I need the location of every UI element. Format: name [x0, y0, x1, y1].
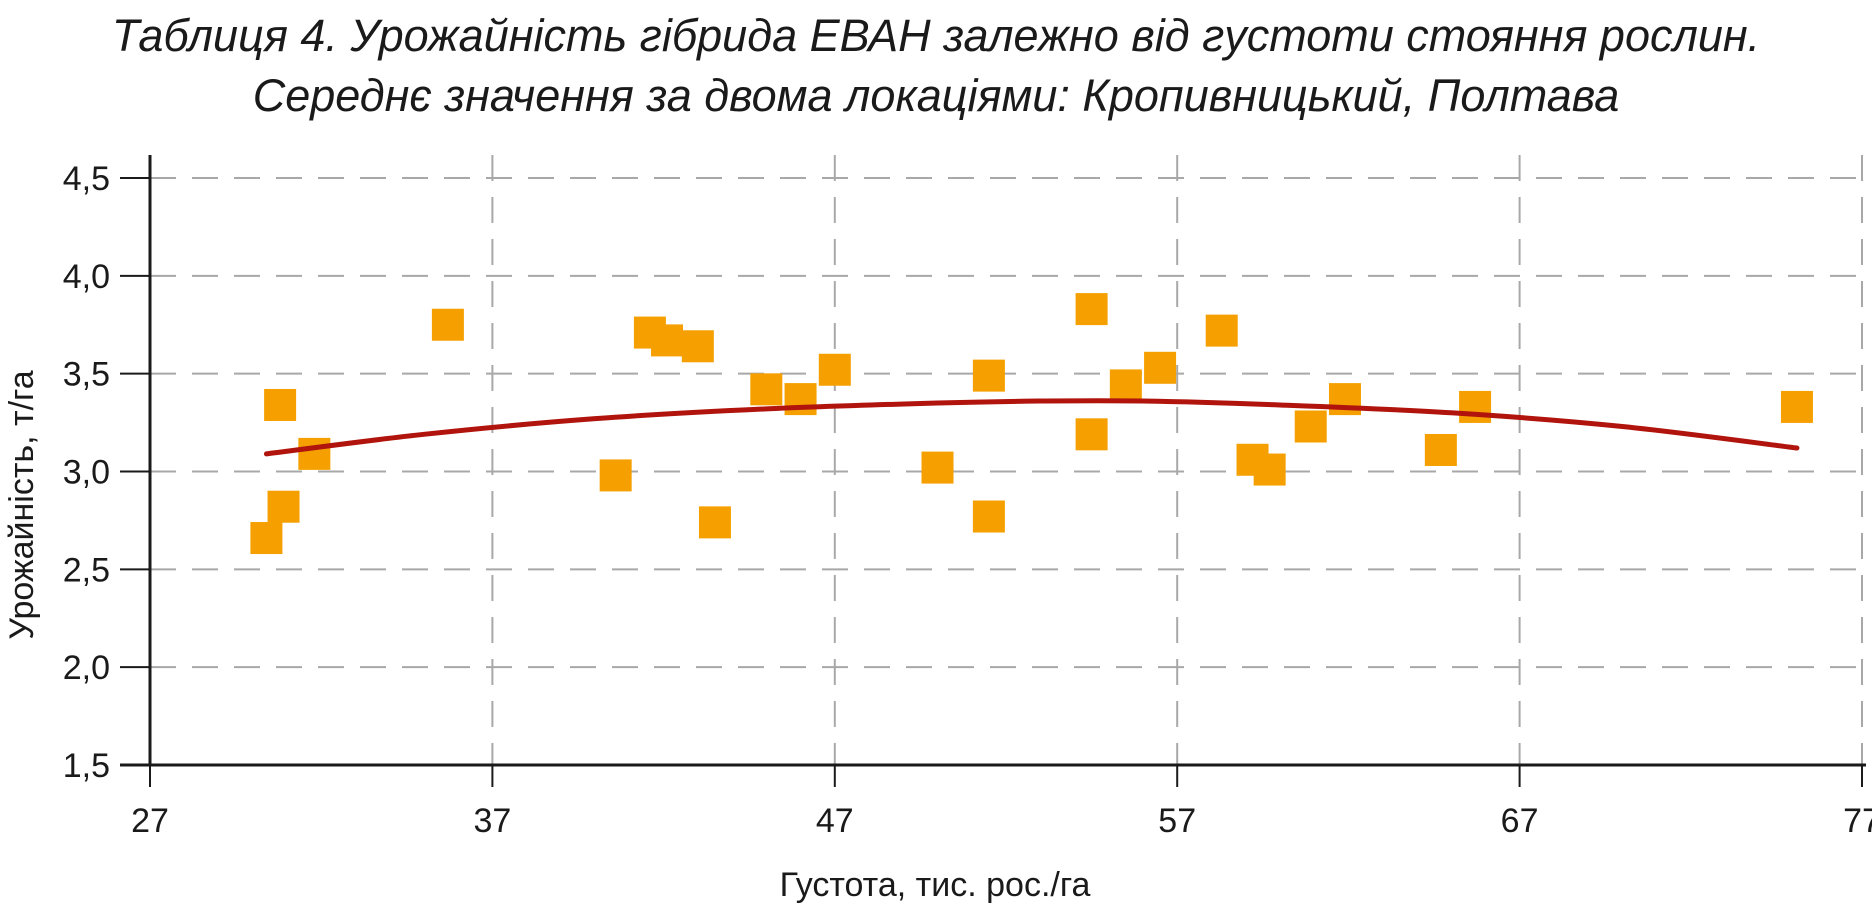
x-tick-label: 77 [1843, 802, 1872, 840]
x-tick-label: 47 [816, 802, 854, 840]
y-tick-labels: 1,5 2,0 2,5 3,0 3,5 4,0 4,5 [63, 160, 150, 785]
data-point [1109, 369, 1142, 402]
data-point [431, 308, 464, 341]
data-point [651, 324, 684, 357]
data-point [1075, 418, 1108, 451]
y-tick-label: 4,5 [63, 160, 110, 198]
data-point [298, 437, 331, 470]
y-tick-label: 1,5 [63, 747, 110, 785]
data-point [599, 459, 632, 492]
data-point [1424, 433, 1457, 466]
y-tick-label: 4,0 [63, 258, 110, 296]
data-point [972, 359, 1005, 392]
data-point [267, 490, 300, 523]
data-point [1205, 314, 1238, 347]
grid-lines [150, 155, 1866, 765]
data-point [818, 353, 851, 386]
y-tick-label: 2,5 [63, 551, 110, 589]
y-axis-label: Урожайність, т/га [3, 370, 41, 639]
data-point [1075, 293, 1108, 326]
data-point [1144, 351, 1177, 384]
y-tick-label: 3,0 [63, 454, 110, 492]
data-point [681, 330, 714, 363]
chart-title-line-1: Таблиця 4. Урожайність гібрида ЕВАН зале… [111, 10, 1761, 61]
chart-title-line-2: Середнє значення за двома локаціями: Кро… [252, 70, 1620, 121]
data-point [972, 500, 1005, 533]
data-point [250, 522, 283, 555]
data-point [1780, 390, 1813, 423]
x-tick-label: 37 [473, 802, 511, 840]
data-point [264, 388, 297, 421]
x-tick-label: 67 [1501, 802, 1539, 840]
data-point [921, 451, 954, 484]
x-tick-label: 57 [1158, 802, 1196, 840]
axes [120, 155, 1866, 767]
data-point [698, 506, 731, 539]
y-tick-label: 2,0 [63, 649, 110, 687]
chart-title: Таблиця 4. Урожайність гібрида ЕВАН зале… [0, 6, 1872, 126]
y-tick-label: 3,5 [63, 356, 110, 394]
x-tick-label: 27 [131, 802, 169, 840]
data-point [750, 373, 783, 406]
x-axis-label: Густота, тис. рос./га [780, 866, 1091, 904]
data-point [1459, 390, 1492, 423]
trend-line [263, 398, 1800, 457]
data-point [1294, 410, 1327, 443]
data-point [1253, 453, 1286, 486]
data-points [250, 293, 1813, 555]
x-tick-labels: 27 37 47 57 67 77 [131, 765, 1872, 840]
